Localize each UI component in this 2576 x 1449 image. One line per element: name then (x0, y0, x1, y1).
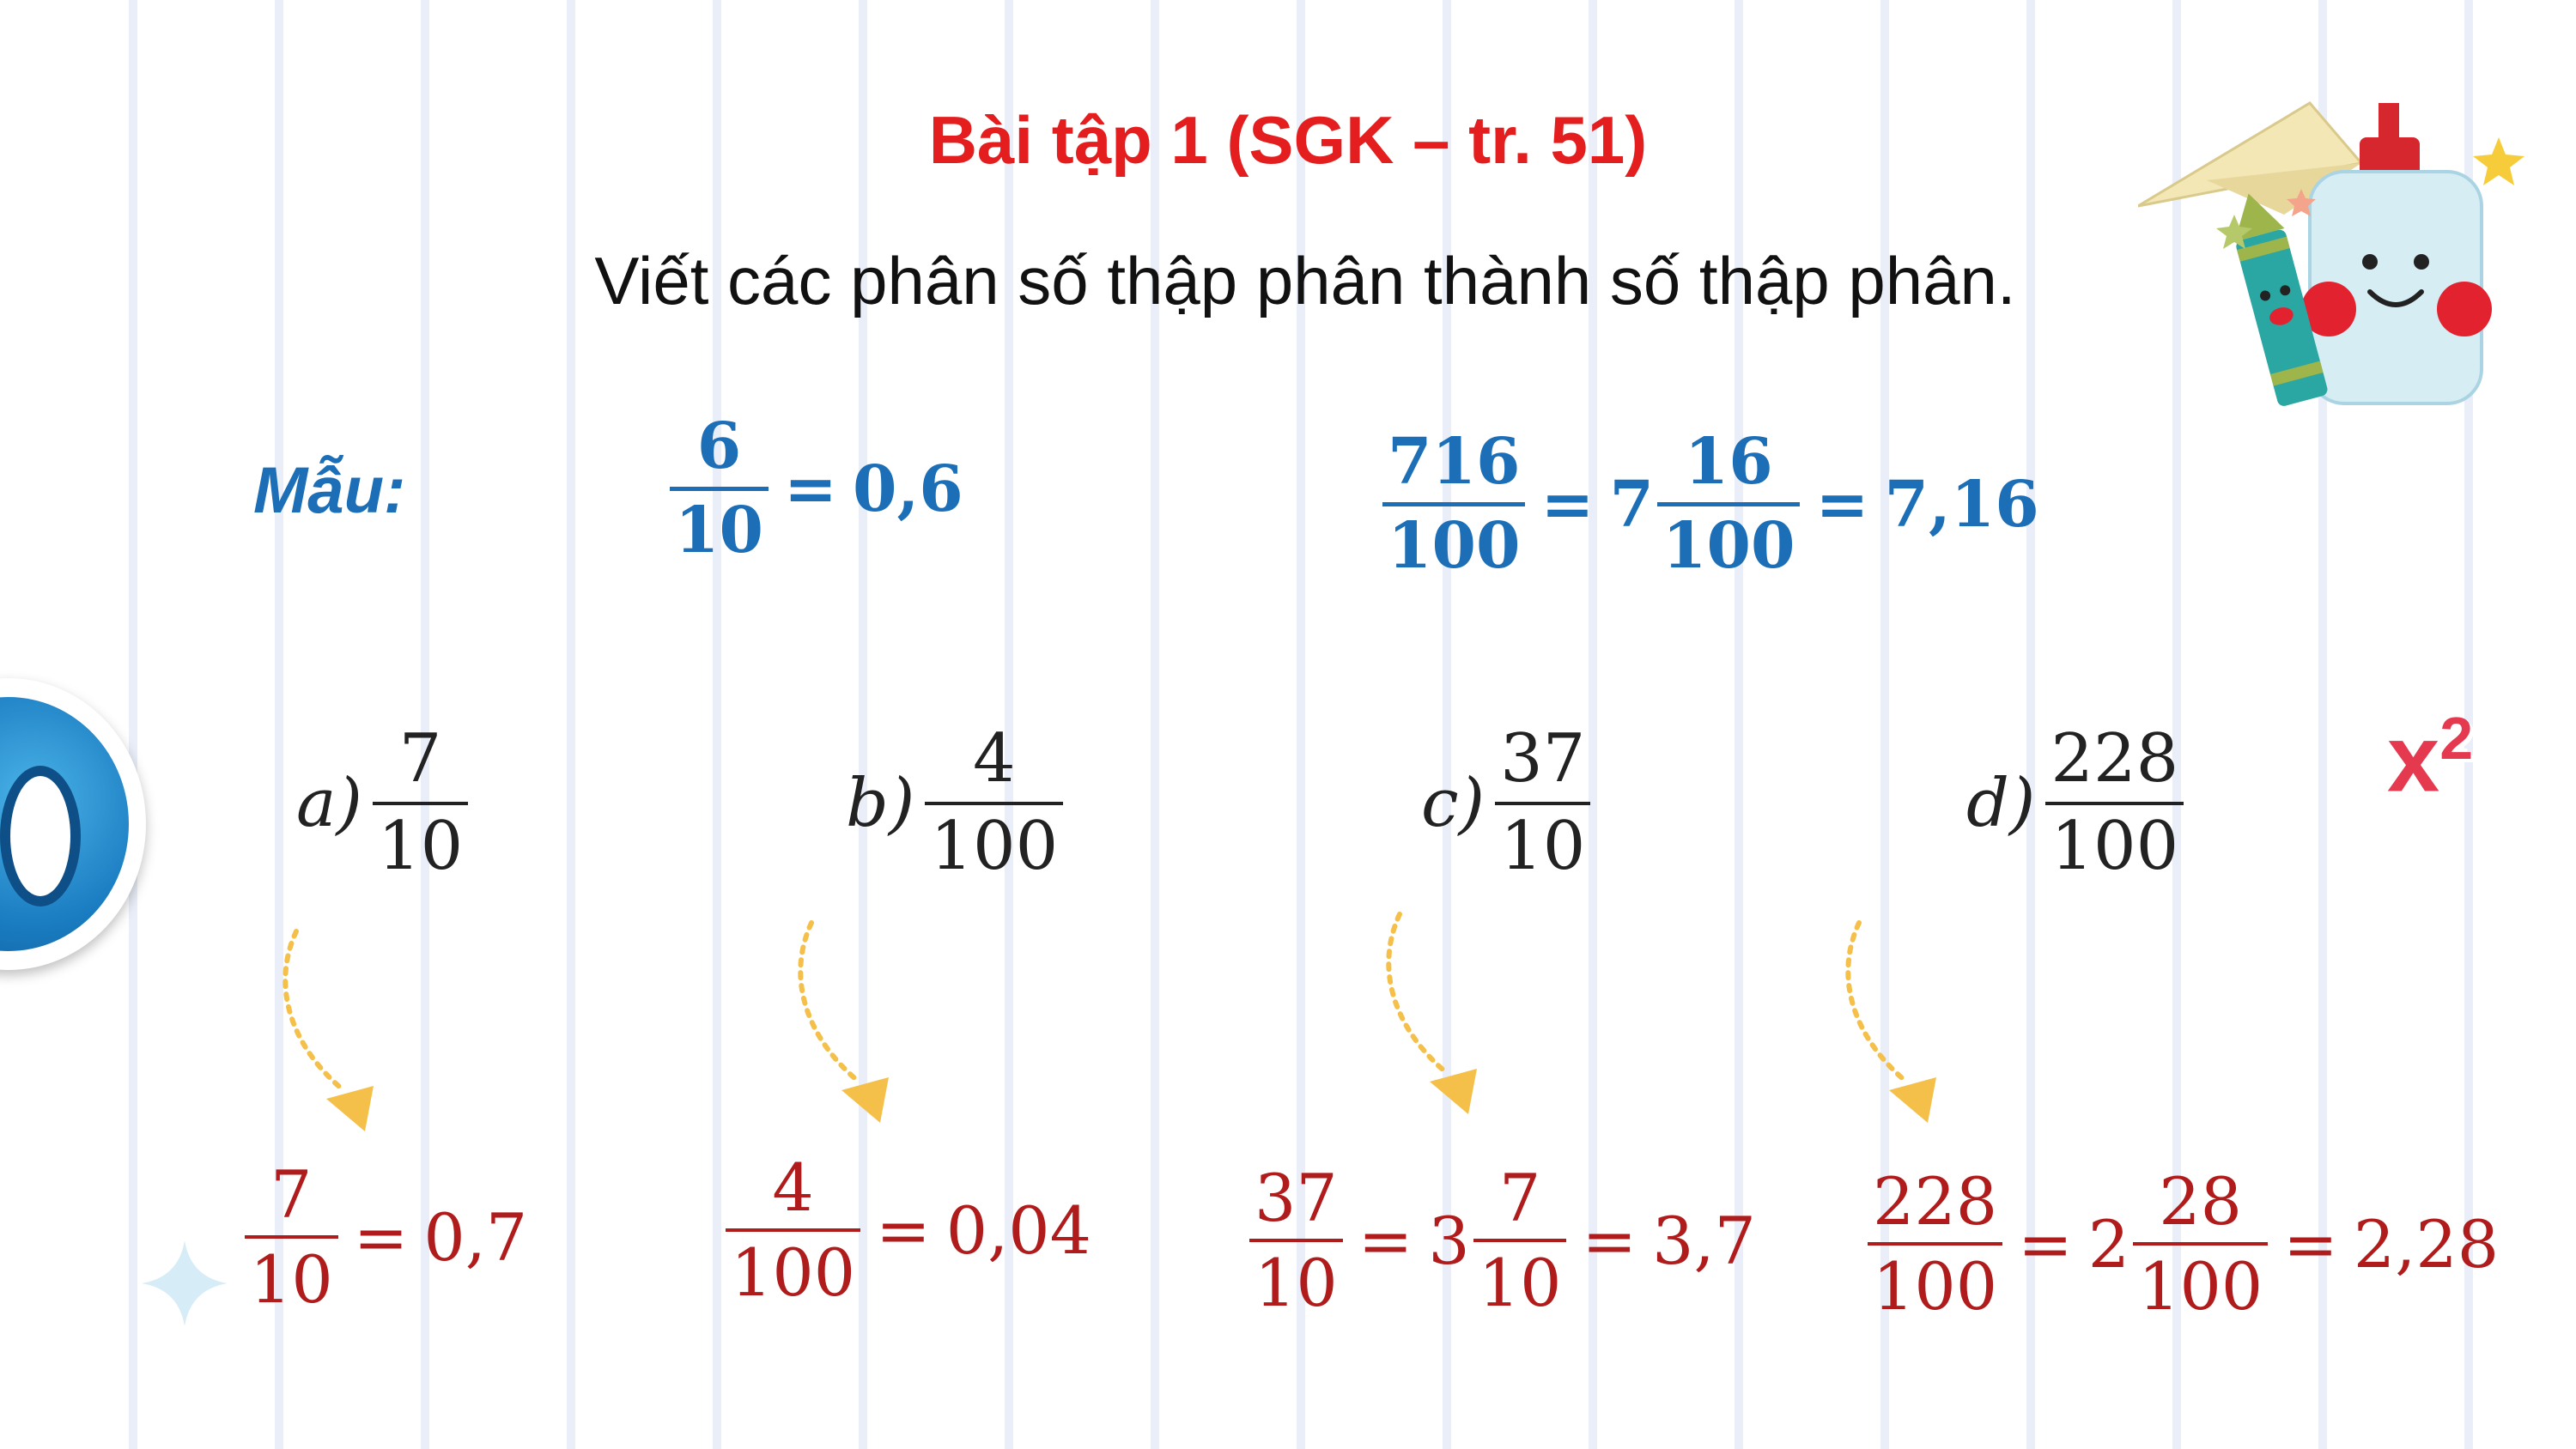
denominator: 10 (675, 494, 763, 568)
equals-sign: = (1358, 1202, 1413, 1279)
exercise-label: c) (1421, 764, 1485, 842)
numerator: 37 (1500, 720, 1586, 797)
letter-o-icon (0, 678, 146, 970)
decimal-result: 3,7 (1652, 1202, 1757, 1279)
sample-label: Mẫu: (253, 454, 406, 527)
exercise-title: Bài tập 1 (SGK – tr. 51) (928, 102, 1648, 178)
curved-arrow-down-icon (798, 920, 889, 1123)
exercise-label: b) (846, 764, 915, 842)
sample-expression-1: 6 10 = 0,6 (670, 409, 963, 568)
fraction-bar (925, 801, 1064, 805)
numerator: 4 (973, 720, 1016, 797)
numerator: 4 (772, 1149, 814, 1226)
instruction-text: Viết các phân số thập phân thành số thập… (594, 243, 2016, 318)
denominator: 100 (1388, 509, 1521, 584)
fraction-bar (2045, 801, 2184, 805)
exercise-fraction: 228 100 (2045, 720, 2184, 885)
denominator: 10 (1255, 1245, 1338, 1322)
equals-sign: = (2283, 1205, 2338, 1282)
decimal-result: 0,7 (423, 1198, 528, 1276)
whole-part: 3 (1428, 1202, 1470, 1279)
fraction-bar (1656, 502, 1801, 507)
fraction-bar (2133, 1242, 2269, 1246)
sample-fraction: 6 10 (670, 409, 769, 568)
sample-fraction: 716 100 (1382, 425, 1526, 584)
fraction-bar (1382, 502, 1526, 507)
decimal-result: 2,28 (2353, 1205, 2500, 1282)
sparkle-icon (142, 1240, 228, 1326)
equals-sign: = (1582, 1202, 1637, 1279)
denominator: 100 (1873, 1248, 1998, 1325)
stationery-icon (2138, 101, 2524, 406)
whole-part: 7 (1609, 467, 1654, 542)
fraction-bar (1473, 1239, 1567, 1243)
exercise-a: a) 7 10 (296, 720, 469, 885)
exercise-b: b) 4 100 (846, 720, 1064, 885)
denominator: 10 (1500, 807, 1586, 885)
answer-fraction: 7 10 (245, 1157, 338, 1318)
equals-sign: = (876, 1191, 931, 1269)
curved-arrow-down-icon (1386, 912, 1477, 1114)
fraction-bar (670, 487, 769, 492)
numerator: 6 (696, 409, 742, 483)
answer-b: 4 100 = 0,04 (726, 1150, 1091, 1311)
denominator: 100 (731, 1234, 856, 1312)
answer-fraction: 37 10 (1249, 1161, 1343, 1321)
mixed-fraction: 16 100 (1656, 425, 1801, 584)
decimal-result: 7,16 (1884, 467, 2039, 542)
equals-sign: = (1815, 467, 1869, 542)
fraction-bar (726, 1228, 861, 1233)
exercise-label: d) (1966, 764, 2036, 842)
numerator: 7 (1498, 1160, 1541, 1236)
mixed-fraction: 28 100 (2133, 1163, 2269, 1325)
equals-sign: = (2018, 1205, 2073, 1282)
x-squared-icon: x2 (2387, 705, 2474, 812)
numerator: 37 (1255, 1160, 1338, 1236)
fraction-bar (1495, 801, 1591, 805)
answer-fraction: 228 100 (1868, 1163, 2003, 1325)
exercise-c: c) 37 10 (1421, 720, 1591, 885)
equals-sign: = (1540, 467, 1595, 542)
answer-c: 37 10 = 3 7 10 = 3,7 (1249, 1161, 1756, 1321)
denominator: 100 (2138, 1248, 2263, 1325)
numerator: 7 (270, 1156, 313, 1233)
decimal-result: 0,04 (945, 1191, 1091, 1269)
exercise-label: a) (296, 764, 362, 842)
denominator: 10 (377, 807, 464, 885)
equals-sign: = (353, 1198, 409, 1276)
fraction-bar (1868, 1242, 2003, 1246)
equals-sign: = (783, 452, 837, 526)
denominator: 10 (1478, 1245, 1562, 1322)
denominator: 100 (930, 807, 1059, 885)
numerator: 28 (2159, 1163, 2242, 1240)
fraction-bar (372, 801, 469, 805)
decimal-result: 0,6 (853, 452, 963, 526)
numerator: 16 (1684, 425, 1773, 499)
answer-fraction: 4 100 (726, 1149, 861, 1312)
whole-part: 2 (2087, 1205, 2130, 1282)
answer-d: 228 100 = 2 28 100 = 2,28 (1868, 1164, 2499, 1325)
denominator: 100 (2050, 807, 2179, 885)
exercise-fraction: 37 10 (1495, 720, 1591, 885)
numerator: 7 (398, 720, 442, 797)
denominator: 100 (1662, 509, 1795, 584)
fraction-bar (1249, 1239, 1343, 1243)
exercise-fraction: 7 10 (372, 720, 469, 885)
exercise-d: d) 228 100 (1966, 720, 2184, 885)
numerator: 716 (1388, 425, 1521, 499)
numerator: 228 (2050, 720, 2179, 797)
sample-expression-2: 716 100 = 7 16 100 = 7,16 (1382, 425, 2039, 584)
denominator: 10 (250, 1241, 333, 1319)
fraction-bar (245, 1235, 338, 1240)
curved-arrow-down-icon (283, 929, 374, 1131)
curved-arrow-down-icon (1845, 920, 1936, 1123)
answer-a: 7 10 = 0,7 (245, 1157, 527, 1318)
mixed-fraction: 7 10 (1473, 1161, 1567, 1321)
exercise-fraction: 4 100 (925, 720, 1064, 885)
numerator: 228 (1873, 1163, 1998, 1240)
